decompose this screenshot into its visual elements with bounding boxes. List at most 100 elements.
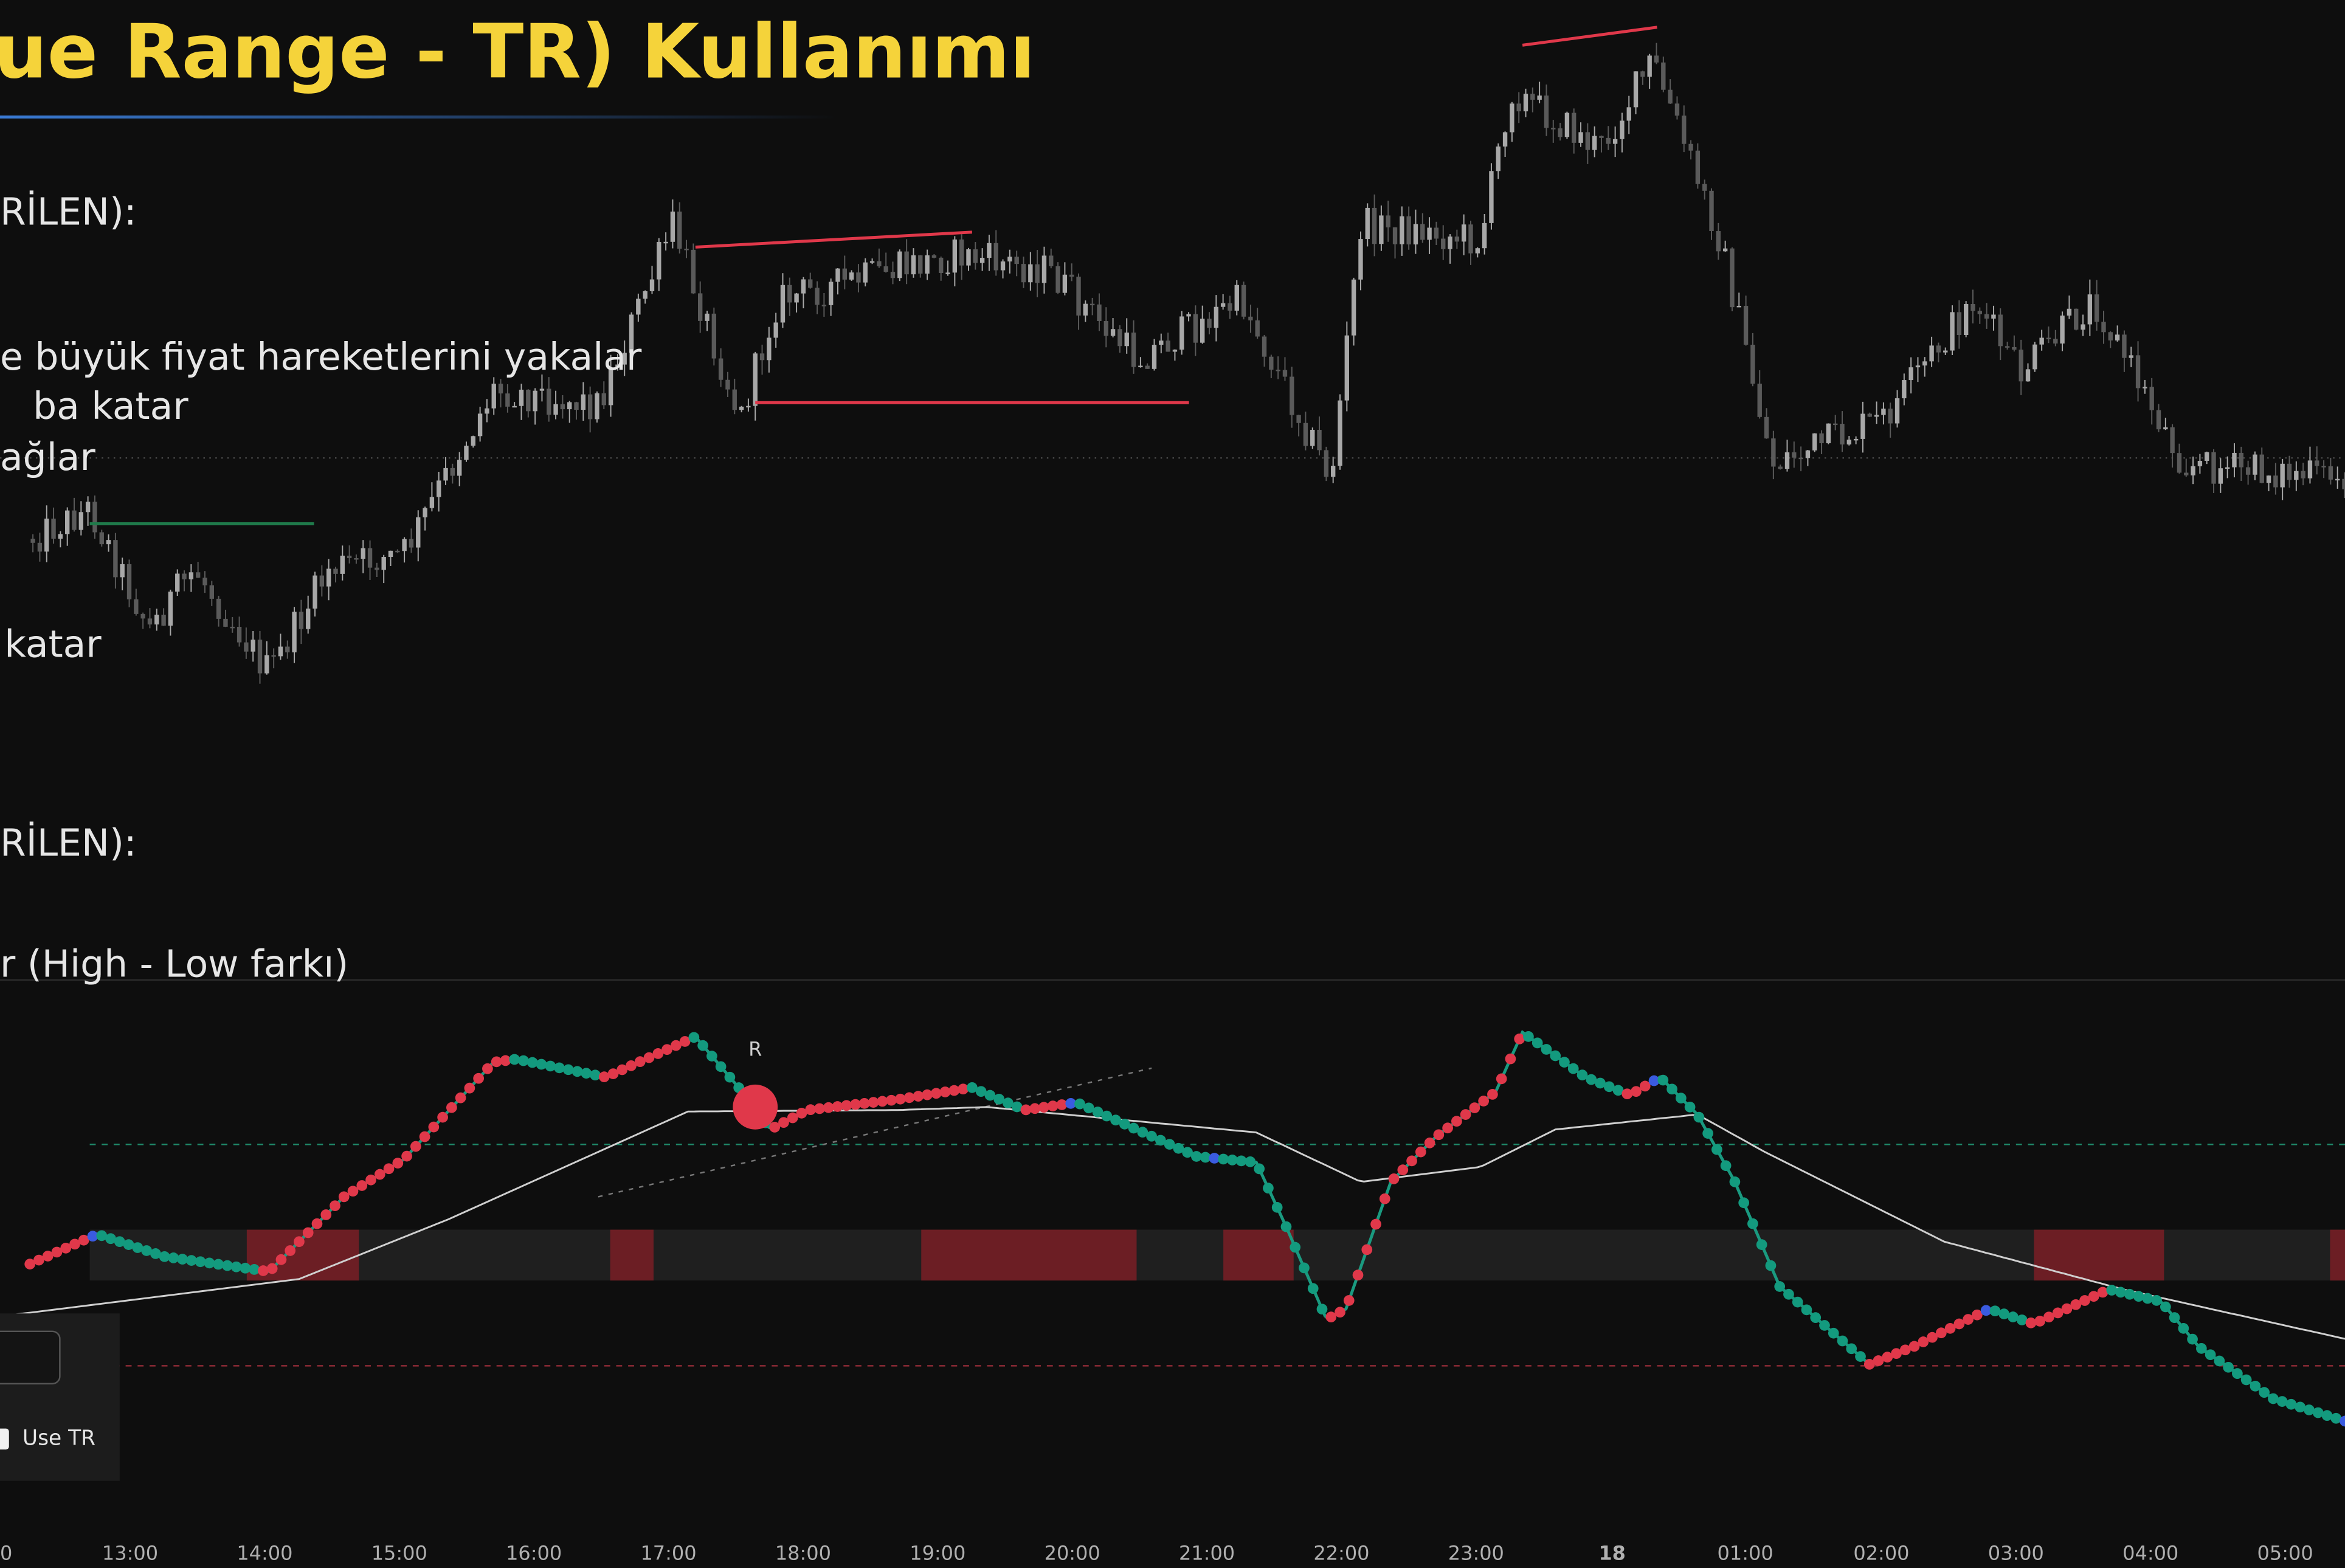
oscillator-dot xyxy=(1110,1114,1121,1126)
oscillator-dot xyxy=(697,1040,708,1051)
oscillator-dot xyxy=(1047,1100,1059,1111)
candle-body xyxy=(1372,207,1377,244)
candle-body xyxy=(1716,231,1721,252)
candle-body xyxy=(2191,466,2195,475)
candle-body xyxy=(526,389,531,412)
oscillator-dot xyxy=(1998,1308,2010,1319)
candle-body xyxy=(1434,227,1439,239)
candle-body xyxy=(622,353,627,365)
oscillator-dot xyxy=(1003,1097,1014,1109)
oscillator-dot xyxy=(69,1238,80,1250)
oscillator-dot xyxy=(2061,1303,2073,1314)
oscillator-dot xyxy=(975,1086,987,1097)
candle-body xyxy=(1076,277,1081,316)
oscillator-dot xyxy=(1899,1344,1911,1356)
candle-body xyxy=(897,251,902,278)
candle-body xyxy=(966,249,971,266)
oscillator-dot xyxy=(984,1090,996,1101)
candle-body xyxy=(2101,322,2106,333)
candle-body xyxy=(2280,463,2285,488)
candle-body xyxy=(670,211,675,242)
oscillator-dot xyxy=(2285,1398,2297,1410)
oscillator-dot xyxy=(715,1061,727,1072)
candle-body xyxy=(388,550,393,558)
candle-body xyxy=(533,390,537,412)
candle-body xyxy=(629,314,634,353)
checkbox-label: Use TR xyxy=(22,1426,95,1450)
oscillator-dot xyxy=(607,1068,619,1079)
candle-body xyxy=(1888,409,1893,424)
candle-body xyxy=(409,539,414,548)
candle-body xyxy=(2025,369,2031,382)
candle-body xyxy=(1640,71,1645,77)
oscillator-dot xyxy=(1837,1335,1848,1347)
candle-body xyxy=(601,393,606,406)
oscillator-dot xyxy=(1935,1327,1947,1339)
oscillator-dot xyxy=(536,1059,547,1070)
oscillator-dot xyxy=(634,1056,646,1068)
oscillator-dot xyxy=(123,1239,134,1250)
candle-body xyxy=(168,592,173,626)
time-label: 14:00 xyxy=(237,1541,292,1564)
candle-body xyxy=(787,285,792,303)
candle-body xyxy=(1564,112,1570,137)
oscillator-dot xyxy=(518,1055,529,1066)
candle-body xyxy=(367,548,373,568)
candle-body xyxy=(2170,427,2175,454)
oscillator-dot xyxy=(1245,1156,1256,1167)
candle-body xyxy=(780,285,786,323)
candle-body xyxy=(553,404,558,415)
oscillator-dot xyxy=(500,1055,511,1066)
candle-body xyxy=(161,614,166,626)
candle-body xyxy=(883,266,888,272)
oscillator-dot xyxy=(930,1088,942,1099)
candle-body xyxy=(1881,409,1886,415)
oscillator-dot xyxy=(1765,1260,1777,1271)
candle-body xyxy=(512,406,517,408)
candle-body xyxy=(237,627,242,643)
candle-body xyxy=(1317,430,1322,451)
candle-body xyxy=(1489,171,1494,223)
candle-body xyxy=(1778,466,1783,469)
signal-band xyxy=(1223,1229,1294,1281)
oscillator-dot xyxy=(1693,1111,1705,1123)
candle-body xyxy=(1654,55,1659,63)
oscillator-dot xyxy=(437,1111,448,1123)
checkbox[interactable] xyxy=(0,1428,9,1450)
oscillator-dot xyxy=(222,1260,233,1271)
oscillator-dot xyxy=(374,1169,385,1180)
candle-body xyxy=(140,613,145,619)
oscillator-dot xyxy=(1846,1343,1857,1355)
oscillator-dot xyxy=(805,1104,817,1116)
oscillator-dot xyxy=(311,1218,323,1229)
candle-body xyxy=(1936,345,1941,353)
oscillator-dot xyxy=(652,1048,664,1059)
candle-body xyxy=(663,241,668,244)
candle-body xyxy=(1200,319,1205,343)
oscillator-dot xyxy=(1155,1135,1166,1146)
candle-body xyxy=(1970,303,1975,311)
oscillator-dot xyxy=(1200,1152,1211,1163)
time-label: 01:00 xyxy=(1718,1541,1773,1564)
candle-body xyxy=(1963,303,1969,335)
candle-body xyxy=(1248,316,1253,320)
candle-body xyxy=(264,655,269,674)
oscillator-dot xyxy=(132,1242,143,1253)
oscillator-dot xyxy=(294,1236,305,1248)
candle-body xyxy=(1674,103,1680,116)
oscillator-dot xyxy=(1343,1295,1355,1306)
candle-body xyxy=(939,257,944,273)
oscillator-dot xyxy=(2097,1287,2108,1298)
candle-body xyxy=(209,585,215,599)
oscillator-dot xyxy=(724,1071,736,1083)
oscillator-dot xyxy=(1146,1130,1157,1142)
candle-body xyxy=(863,262,868,283)
candle-body xyxy=(51,518,56,539)
input-box[interactable] xyxy=(0,1330,61,1385)
candle-body xyxy=(1152,345,1157,369)
candle-body xyxy=(1510,103,1514,133)
oscillator-dot xyxy=(1280,1221,1292,1232)
candle-body xyxy=(1599,136,1604,138)
candle-body xyxy=(2149,387,2154,410)
oscillator-dot xyxy=(428,1121,440,1133)
